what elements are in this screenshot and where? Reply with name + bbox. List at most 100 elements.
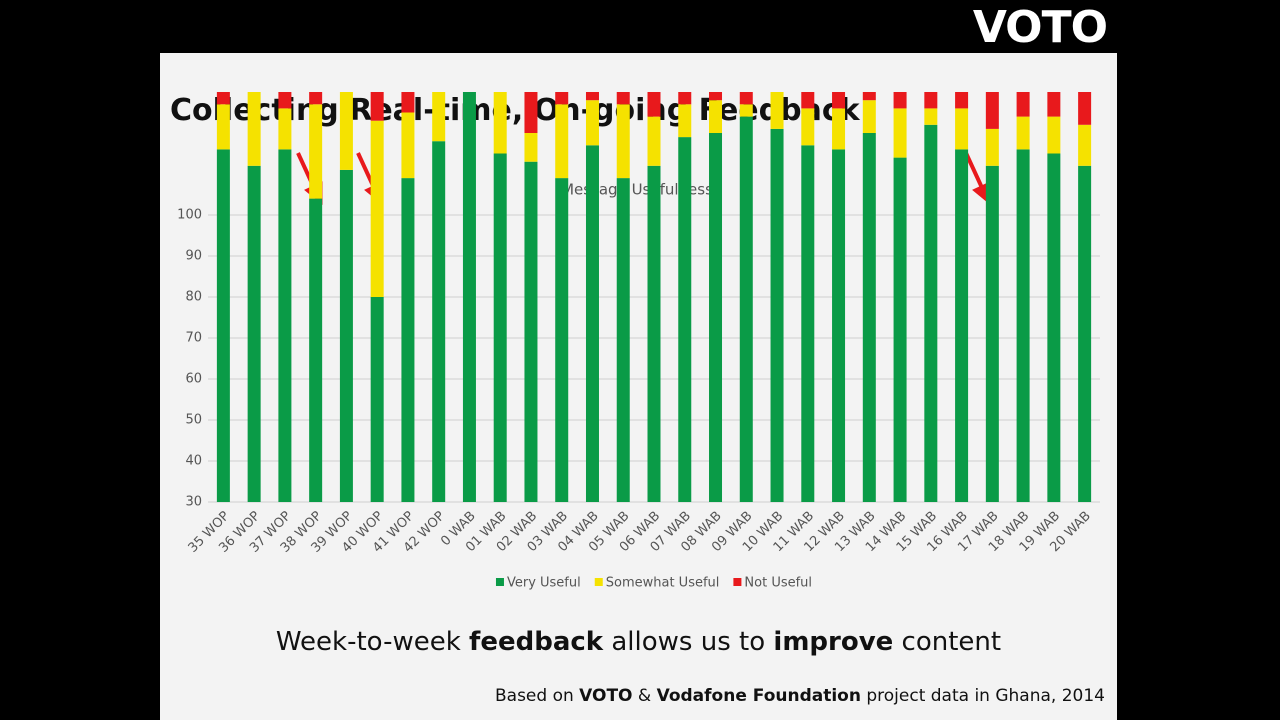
legend-swatch [594, 578, 603, 586]
bar-segment [647, 116, 661, 166]
bar-segment [955, 92, 969, 109]
bar-segment [616, 92, 630, 105]
bar-segment [524, 92, 538, 133]
bar-segment [985, 128, 999, 166]
source: Based on VOTO & Vodafone Foundation proj… [495, 686, 1105, 706]
bar-segment [770, 92, 784, 129]
arrow [964, 152, 985, 191]
bar-segment [616, 104, 630, 179]
bar-segment [493, 153, 507, 502]
bar-segment [401, 92, 415, 113]
bar-segment [678, 104, 692, 138]
bar-segment [893, 92, 907, 109]
bar-segment [1016, 149, 1030, 502]
bar-segment [432, 92, 446, 142]
bar-segment [893, 108, 907, 158]
bar-segment [216, 149, 230, 502]
bar-segment [216, 92, 230, 105]
bar-segment [616, 178, 630, 502]
source-text: & [632, 686, 657, 706]
bar-segment [832, 149, 846, 502]
y-tick-label: 50 [185, 413, 202, 428]
caption-bold: improve [773, 627, 894, 657]
source-bold: VOTO [579, 686, 633, 706]
bar-segment [801, 92, 815, 109]
logo: VOTO [972, 2, 1108, 53]
bar-segment [278, 149, 292, 502]
bar-segment [678, 92, 692, 105]
bar-segment [678, 137, 692, 502]
bar-segment [739, 104, 753, 117]
caption-bold: feedback [469, 627, 604, 657]
bar-segment [524, 161, 538, 502]
bar-segment [1078, 92, 1092, 125]
caption-text: content [893, 627, 1002, 657]
bar-segment [555, 104, 569, 179]
bar-segment [462, 92, 476, 502]
bar-segment [585, 92, 599, 101]
bar-segment [924, 108, 938, 125]
bar-segment [309, 92, 323, 105]
bar-segment [1078, 124, 1092, 166]
y-tick-label: 80 [185, 290, 202, 305]
bar-segment [862, 92, 876, 101]
bar-segment [739, 116, 753, 502]
legend-label: Very Useful [507, 576, 581, 591]
chart-title: Message Usefulness [561, 181, 713, 199]
bar-segment [739, 92, 753, 105]
bar-segment [370, 297, 384, 502]
bar-segment [370, 120, 384, 297]
bar-segment [955, 149, 969, 502]
bar-segment [309, 104, 323, 199]
bar-segment [1047, 92, 1061, 117]
y-tick-label: 100 [177, 208, 202, 223]
legend-label: Somewhat Useful [606, 576, 720, 591]
bar-segment [401, 178, 415, 502]
legend-item: Not Useful [733, 576, 812, 591]
bar-segment [801, 145, 815, 503]
bar-segment [247, 92, 261, 166]
legend-item: Somewhat Useful [594, 576, 720, 591]
bar-segment [524, 133, 538, 162]
bar-segment [493, 92, 507, 154]
bar-segment [309, 198, 323, 502]
y-tick-label: 70 [185, 331, 202, 346]
y-tick-label: 90 [185, 249, 202, 264]
caption-text: Week-to-week [275, 627, 470, 657]
bar-segment [862, 133, 876, 502]
bar-segment [985, 92, 999, 129]
bar-segment [924, 124, 938, 503]
bar-segment [647, 92, 661, 117]
bar-segment [1047, 153, 1061, 502]
source-text: Based on [494, 686, 580, 706]
caption: Week-to-week feedback allows us to impro… [160, 627, 1117, 657]
bar-segment [893, 157, 907, 502]
bar-segment [278, 108, 292, 150]
y-tick-label: 30 [185, 495, 202, 510]
header-band: VOTO [160, 0, 1117, 53]
bar-segment [709, 133, 723, 502]
legend-swatch [495, 578, 504, 586]
bar-segment [1078, 165, 1092, 503]
bar-segment [832, 108, 846, 150]
bar-segment [832, 92, 846, 109]
caption-text: allows us to [603, 627, 774, 657]
source-text: project data in Ghana, 2014 [860, 686, 1105, 706]
bar-segment [432, 141, 446, 502]
bar-segment [401, 112, 415, 179]
bar-segment [585, 145, 599, 503]
bar-segment [801, 108, 815, 146]
bar-segment [647, 165, 661, 503]
source-bold: Vodafone Foundation [656, 686, 861, 706]
bar-segment [278, 92, 292, 109]
bar-segment [924, 92, 938, 109]
y-tick-label: 40 [185, 454, 202, 469]
bar-segment [339, 92, 353, 170]
y-tick-label: 60 [185, 372, 202, 387]
bar-segment [1047, 116, 1061, 154]
bar-segment [1016, 92, 1030, 117]
bar-segment [709, 100, 723, 133]
legend-item: Very Useful [495, 576, 581, 591]
